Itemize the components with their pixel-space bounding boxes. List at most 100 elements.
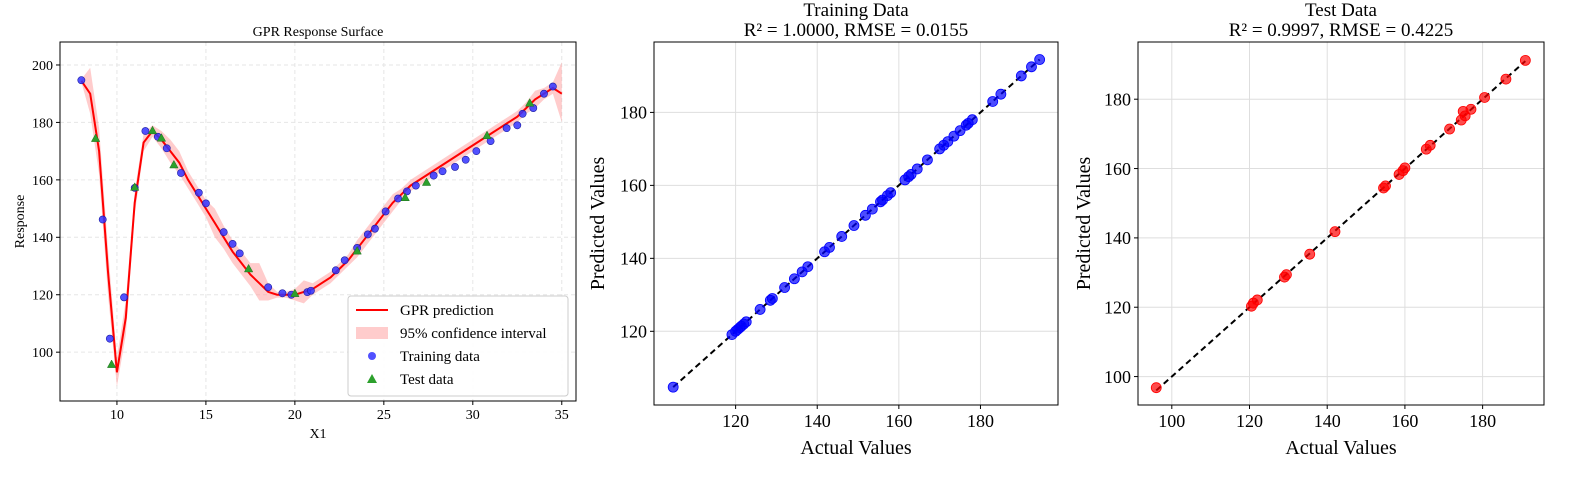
data-point (802, 261, 814, 273)
x-tick-label: 35 (555, 408, 569, 423)
data-point (987, 96, 999, 107)
data-point (911, 163, 923, 175)
data-point (1380, 180, 1391, 192)
y-tick-label: 100 (1104, 367, 1131, 387)
data-point (1026, 61, 1037, 73)
data-point (859, 209, 871, 221)
data-point (788, 273, 800, 285)
training-parity-chart: 120 140 160 180 120 140 160 180 Training DataR² … (587, 0, 1059, 459)
training-point (219, 228, 228, 237)
x-tick-label: 140 (1314, 411, 1341, 431)
training-point (77, 76, 86, 85)
y-tick-label: 140 (32, 231, 53, 246)
data-point (740, 316, 752, 328)
y-tick-label: 120 (620, 322, 647, 342)
x-tick-label: 100 (1158, 411, 1185, 431)
data-point (866, 203, 878, 215)
chart-subtitle: R² = 0.9997, RMSE = 0.4225 (1229, 20, 1454, 41)
data-point (848, 220, 860, 231)
training-point (194, 188, 203, 197)
y-axis-label: Predicted Values (1073, 157, 1095, 291)
data-point (1479, 92, 1490, 103)
legend-box (347, 295, 569, 397)
x-tick-label: 10 (110, 408, 124, 423)
test-point (90, 133, 101, 142)
legend: GPR prediction 95% confidence interval Tra… (347, 295, 569, 397)
y-axis-label: Response (13, 195, 28, 249)
x-tick-label: 20 (288, 408, 302, 423)
test-point (400, 192, 410, 201)
chart-subtitle: R² = 1.0000, RMSE = 0.0155 (744, 20, 969, 41)
training-point (540, 89, 548, 98)
legend-swatch-test (367, 374, 377, 383)
x-tick-label: 30 (466, 408, 480, 423)
x-tick-label: 140 (804, 411, 831, 431)
y-tick-label: 180 (32, 116, 53, 131)
data-point (1424, 139, 1436, 151)
data-point (1519, 54, 1531, 66)
training-point (548, 82, 557, 91)
test-point (130, 182, 140, 191)
training-point (278, 289, 287, 298)
y-tick-label: 140 (1104, 228, 1131, 248)
training-point (98, 215, 107, 224)
axes-frame (1137, 41, 1545, 406)
training-point (381, 207, 390, 216)
x-tick-label: 180 (967, 411, 994, 431)
test-point (482, 130, 492, 139)
data-point (1015, 70, 1027, 82)
data-point (766, 293, 778, 304)
y-tick-label: 200 (32, 59, 53, 74)
data-point (1281, 269, 1292, 281)
test-point (156, 133, 167, 142)
training-point (306, 286, 315, 295)
training-point (513, 121, 522, 130)
chart-title: Training Data (803, 0, 909, 21)
test-point (106, 359, 117, 368)
data-point (966, 114, 978, 126)
legend-label: Test data (400, 372, 454, 388)
y-tick-label: 160 (32, 174, 53, 189)
y-tick-label: 140 (620, 249, 647, 269)
data-point (1465, 103, 1477, 115)
training-point (340, 256, 349, 265)
data-point (779, 282, 790, 293)
training-point (202, 199, 210, 208)
x-tick-label: 15 (199, 408, 213, 423)
data-point (1399, 162, 1411, 174)
x-tick-label: 120 (1236, 411, 1263, 431)
data-point (1034, 54, 1046, 65)
training-point (177, 169, 185, 177)
training-point (105, 334, 114, 343)
data-point (995, 88, 1007, 100)
y-tick-label: 180 (1104, 90, 1131, 110)
test-point (525, 98, 535, 107)
data-point (922, 154, 933, 166)
training-point (331, 266, 340, 275)
training-point (394, 194, 402, 203)
training-point (235, 249, 244, 258)
data-point (824, 241, 835, 253)
y-tick-label: 160 (1104, 159, 1131, 179)
data-point (1150, 382, 1162, 394)
x-tick-label: 120 (722, 411, 749, 431)
data-point (1304, 248, 1316, 260)
training-point (141, 127, 150, 135)
y-tick-label: 180 (620, 103, 647, 123)
chart-title: GPR Response Surface (253, 25, 384, 40)
training-point (502, 124, 511, 133)
x-tick-label: 160 (1391, 411, 1418, 431)
x-axis-label: Actual Values (1285, 437, 1396, 459)
data-point (885, 187, 897, 199)
data-point (1251, 294, 1263, 306)
x-axis-label: Actual Values (800, 437, 911, 459)
training-point (264, 283, 273, 292)
training-point (518, 109, 527, 118)
y-tick-label: 120 (32, 289, 53, 304)
test-point (169, 159, 179, 169)
training-point (403, 187, 411, 196)
axes-frame (653, 41, 1059, 406)
legend-label: GPR prediction (400, 303, 494, 319)
legend-label: 95% confidence interval (400, 326, 547, 342)
